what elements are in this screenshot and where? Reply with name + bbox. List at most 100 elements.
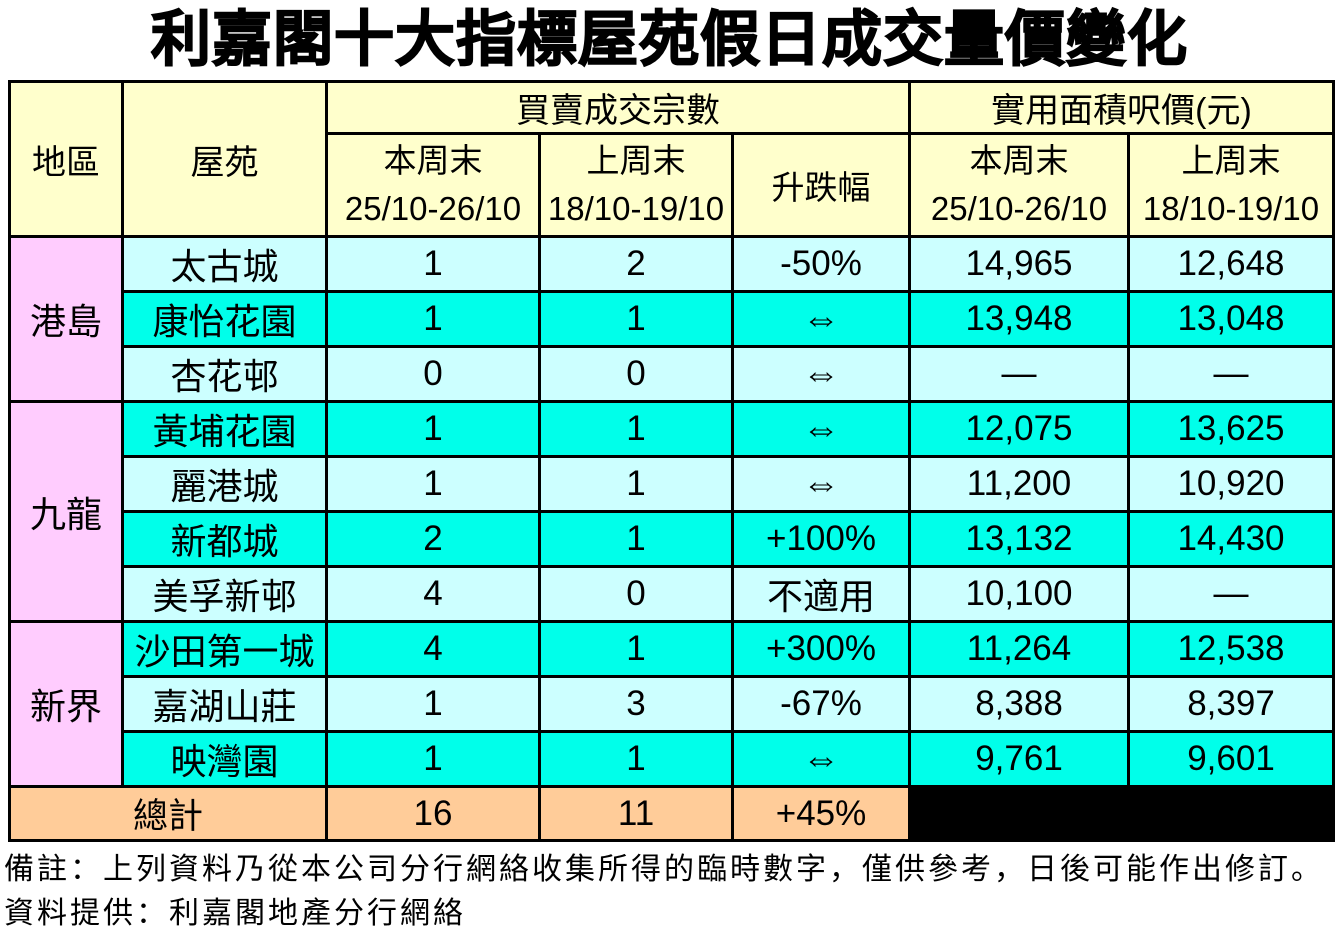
- last-weekend-count-cell: 0: [538, 345, 734, 403]
- table-row: 新都城 2 1 +100% 13,132 14,430: [10, 510, 1335, 568]
- last-weekend-count-cell: 1: [538, 400, 734, 458]
- change-cell: -50%: [731, 235, 911, 293]
- this-weekend-price-cell: 14,965: [908, 235, 1130, 293]
- total-this-weekend-count-cell: 16: [325, 785, 541, 842]
- header-estate: 屋苑: [121, 80, 328, 238]
- change-cell: -67%: [731, 675, 911, 733]
- this-weekend-price-cell: 12,075: [908, 400, 1130, 458]
- last-weekend-count-cell: 3: [538, 675, 734, 733]
- last-weekend-count-cell: 1: [538, 730, 734, 788]
- header-row-sub: 本周末 25/10-26/10 上周末 18/10-19/10 升跌幅 本周末 …: [10, 132, 1335, 238]
- table-row: 新界 沙田第一城 4 1 +300% 11,264 12,538: [8, 620, 1335, 788]
- estate-cell: 麗港城: [121, 455, 328, 513]
- header-transactions-group: 買賣成交宗數: [325, 80, 911, 135]
- last-weekend-count-cell: 0: [538, 565, 734, 623]
- estate-cell: 康怡花園: [121, 290, 328, 348]
- table-row: 嘉湖山莊 1 3 -67% 8,388 8,397: [10, 675, 1335, 733]
- change-cell: +100%: [731, 510, 911, 568]
- this-weekend-count-cell: 1: [325, 675, 541, 733]
- change-cell: +300%: [731, 620, 911, 678]
- change-cell: ⇔: [731, 400, 911, 458]
- last-weekend-price-cell: 10,920: [1127, 455, 1335, 513]
- this-weekend-count-cell: 1: [325, 290, 541, 348]
- table-row: 麗港城 1 1 ⇔ 11,200 10,920: [10, 455, 1335, 513]
- table-row: 美孚新邨 4 0 不適用 10,100 —: [10, 565, 1335, 623]
- region-cell-hong-kong-island: 港島: [8, 235, 124, 403]
- header-this-weekend-dates: 25/10-26/10: [930, 190, 1108, 227]
- header-last-weekend-dates: 18/10-19/10: [547, 190, 725, 227]
- this-weekend-price-cell: 8,388: [908, 675, 1130, 733]
- header-last-weekend-label: 上周末: [1181, 142, 1281, 179]
- total-row: 總計 16 11 +45%: [8, 785, 1335, 842]
- total-blank-cell: [908, 785, 1335, 842]
- header-transactions-this-weekend: 本周末 25/10-26/10: [325, 132, 541, 238]
- header-last-weekend-label: 上周末: [586, 142, 686, 179]
- change-cell: ⇔: [731, 290, 911, 348]
- header-row-groups: 地區 屋苑 買賣成交宗數 實用面積呎價(元): [8, 80, 1335, 238]
- total-label-cell: 總計: [8, 785, 328, 842]
- this-weekend-price-cell: 10,100: [908, 565, 1130, 623]
- this-weekend-price-cell: —: [908, 345, 1130, 403]
- last-weekend-price-cell: 9,601: [1127, 730, 1335, 788]
- this-weekend-count-cell: 1: [325, 455, 541, 513]
- this-weekend-price-cell: 13,132: [908, 510, 1130, 568]
- last-weekend-count-cell: 1: [538, 455, 734, 513]
- last-weekend-price-cell: 12,538: [1127, 620, 1335, 678]
- footnote-source: 資料提供：利嘉閣地產分行網絡: [4, 897, 466, 930]
- data-table: 地區 屋苑 買賣成交宗數 實用面積呎價(元) 本周末 25/10-26/10 上…: [8, 80, 1335, 842]
- this-weekend-count-cell: 1: [325, 400, 541, 458]
- estate-cell: 嘉湖山莊: [121, 675, 328, 733]
- this-weekend-count-cell: 4: [325, 620, 541, 678]
- header-this-weekend-label: 本周末: [969, 142, 1069, 179]
- this-weekend-price-cell: 13,948: [908, 290, 1130, 348]
- this-weekend-count-cell: 1: [325, 235, 541, 293]
- header-change: 升跌幅: [731, 132, 911, 238]
- estate-cell: 太古城: [121, 235, 328, 293]
- table-row: 杏花邨 0 0 ⇔ — —: [10, 345, 1335, 403]
- last-weekend-price-cell: 8,397: [1127, 675, 1335, 733]
- this-weekend-count-cell: 4: [325, 565, 541, 623]
- table-row: 九龍 黃埔花園 1 1 ⇔ 12,075 13,625: [8, 400, 1335, 623]
- header-this-weekend-dates: 25/10-26/10: [344, 190, 522, 227]
- region-cell-kowloon: 九龍: [8, 400, 124, 623]
- last-weekend-count-cell: 1: [538, 620, 734, 678]
- this-weekend-price-cell: 11,264: [908, 620, 1130, 678]
- last-weekend-price-cell: —: [1127, 345, 1335, 403]
- last-weekend-count-cell: 1: [538, 510, 734, 568]
- last-weekend-count-cell: 2: [538, 235, 734, 293]
- this-weekend-count-cell: 0: [325, 345, 541, 403]
- last-weekend-price-cell: 14,430: [1127, 510, 1335, 568]
- change-cell: ⇔: [731, 730, 911, 788]
- this-weekend-count-cell: 2: [325, 510, 541, 568]
- table-row: 康怡花園 1 1 ⇔ 13,948 13,048: [10, 290, 1335, 348]
- header-last-weekend-dates: 18/10-19/10: [1142, 190, 1320, 227]
- last-weekend-price-cell: 13,048: [1127, 290, 1335, 348]
- estate-cell: 新都城: [121, 510, 328, 568]
- footnote-remark: 備註：上列資料乃從本公司分行網絡收集所得的臨時數字，僅供參考，日後可能作出修訂。: [4, 853, 1324, 886]
- total-last-weekend-count-cell: 11: [538, 785, 734, 842]
- last-weekend-price-cell: 13,625: [1127, 400, 1335, 458]
- header-price-last-weekend: 上周末 18/10-19/10: [1127, 132, 1335, 238]
- table-row: 港島 太古城 1 2 -50% 14,965 12,648: [8, 235, 1335, 403]
- this-weekend-price-cell: 11,200: [908, 455, 1130, 513]
- estate-cell: 沙田第一城: [121, 620, 328, 678]
- last-weekend-price-cell: 12,648: [1127, 235, 1335, 293]
- change-cell: 不適用: [731, 565, 911, 623]
- header-region: 地區: [8, 80, 124, 238]
- change-cell: ⇔: [731, 455, 911, 513]
- header-price-this-weekend: 本周末 25/10-26/10: [908, 132, 1130, 238]
- table-row: 映灣園 1 1 ⇔ 9,761 9,601: [10, 730, 1335, 788]
- estate-cell: 杏花邨: [121, 345, 328, 403]
- header-transactions-last-weekend: 上周末 18/10-19/10: [538, 132, 734, 238]
- last-weekend-count-cell: 1: [538, 290, 734, 348]
- estate-cell: 美孚新邨: [121, 565, 328, 623]
- last-weekend-price-cell: —: [1127, 565, 1335, 623]
- change-cell: ⇔: [731, 345, 911, 403]
- region-cell-new-territories: 新界: [8, 620, 124, 788]
- total-change-cell: +45%: [731, 785, 911, 842]
- estate-cell: 映灣園: [121, 730, 328, 788]
- estate-cell: 黃埔花園: [121, 400, 328, 458]
- this-weekend-price-cell: 9,761: [908, 730, 1130, 788]
- page-title: 利嘉閣十大指標屋苑假日成交量價變化: [150, 5, 1188, 74]
- this-weekend-count-cell: 1: [325, 730, 541, 788]
